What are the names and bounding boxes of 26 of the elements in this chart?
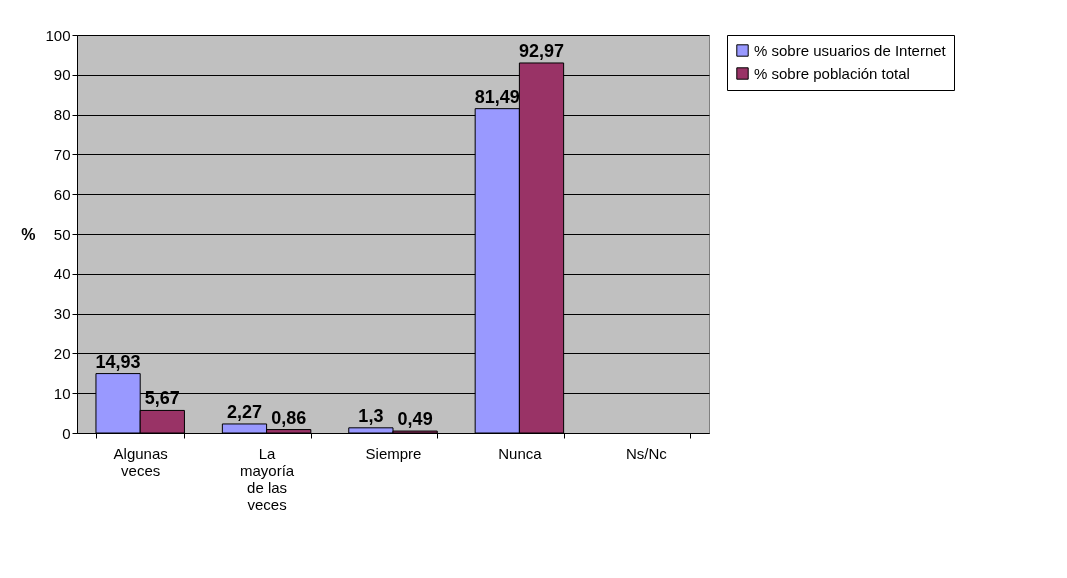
y-tick-label: 30 (53, 305, 71, 323)
y-tick-label: 50 (53, 225, 71, 243)
y-tick-label: 60 (53, 185, 71, 203)
legend-label: % sobre usuarios de Internet (754, 41, 947, 59)
legend-label: % sobre población total (754, 64, 910, 82)
y-tick-label: 10 (53, 384, 71, 402)
data-label: 0,49 (397, 409, 433, 430)
y-axis-title: % (21, 225, 36, 243)
y-tick-label: 70 (53, 145, 71, 163)
data-label: 92,97 (519, 40, 565, 61)
data-label: 1,3 (358, 405, 384, 426)
x-tick-label: Algunas veces (113, 444, 168, 479)
y-tick-label: 20 (53, 344, 71, 362)
x-tick-label: Siempre (365, 444, 422, 462)
data-label: 14,93 (95, 351, 141, 372)
x-tick-label: La mayoría de las veces (240, 444, 295, 513)
y-tick-label: 90 (53, 66, 71, 84)
data-label: 2,27 (226, 401, 262, 422)
y-tick-label: 0 (62, 424, 71, 442)
y-tick-label: 100 (45, 26, 71, 44)
y-tick-label: 80 (53, 106, 71, 124)
y-tick-label: 40 (53, 265, 71, 283)
x-tick-label: Nunca (498, 444, 543, 462)
x-tick-label: Ns/Nc (625, 444, 668, 462)
data-label: 81,49 (474, 86, 520, 107)
data-label: 0,86 (271, 407, 307, 428)
